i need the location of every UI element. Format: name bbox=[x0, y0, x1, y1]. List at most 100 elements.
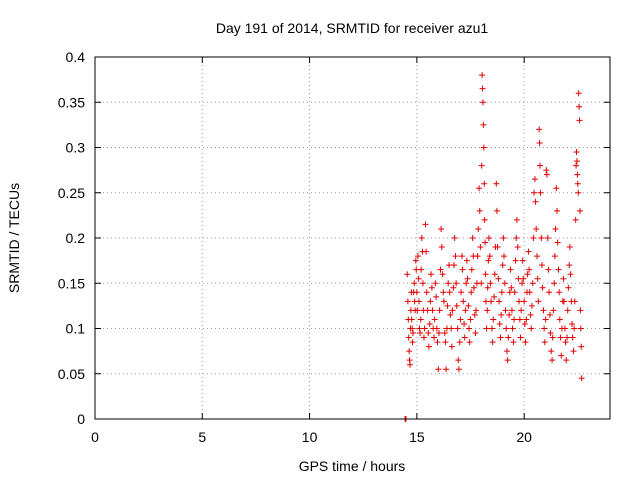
data-point bbox=[413, 289, 420, 296]
data-point bbox=[460, 298, 467, 305]
data-point bbox=[491, 271, 498, 278]
data-point bbox=[548, 348, 555, 355]
y-tick-label: 0.05 bbox=[58, 366, 85, 382]
data-point bbox=[524, 271, 531, 278]
data-point bbox=[521, 298, 528, 305]
data-point bbox=[466, 325, 473, 332]
x-tick-label: 15 bbox=[409, 429, 425, 445]
data-point bbox=[501, 280, 508, 287]
data-point bbox=[484, 307, 491, 314]
data-point bbox=[575, 90, 582, 97]
data-point bbox=[495, 275, 502, 282]
data-point bbox=[423, 248, 430, 255]
data-point bbox=[418, 266, 425, 273]
data-point bbox=[481, 180, 488, 187]
data-point bbox=[519, 257, 526, 264]
data-point bbox=[523, 316, 530, 323]
data-point bbox=[409, 339, 416, 346]
data-point bbox=[482, 239, 489, 246]
data-point bbox=[423, 289, 430, 296]
data-point bbox=[462, 307, 469, 314]
data-point bbox=[486, 253, 493, 260]
data-point bbox=[531, 189, 538, 196]
data-point bbox=[569, 320, 576, 327]
data-point bbox=[499, 262, 506, 269]
data-point bbox=[433, 293, 440, 300]
data-point bbox=[477, 244, 484, 251]
data-point bbox=[454, 325, 461, 332]
data-point bbox=[534, 253, 541, 260]
data-point bbox=[434, 339, 441, 346]
data-point bbox=[543, 171, 550, 178]
tick-labels: 0 5 10 15 20 0 0.05 0.1 0.15 0.2 0.25 0.3 0.35 0.4 bbox=[58, 49, 532, 445]
data-point bbox=[552, 225, 559, 232]
data-point bbox=[409, 325, 416, 332]
data-point bbox=[417, 330, 424, 337]
data-point bbox=[461, 334, 468, 341]
data-point bbox=[470, 284, 477, 291]
data-point bbox=[493, 180, 500, 187]
data-point bbox=[578, 343, 585, 350]
data-point bbox=[555, 266, 562, 273]
data-point bbox=[574, 171, 581, 178]
data-point bbox=[469, 235, 476, 241]
data-point bbox=[541, 325, 548, 332]
data-points bbox=[402, 72, 585, 422]
data-point bbox=[547, 330, 554, 337]
data-point bbox=[564, 334, 571, 341]
data-point bbox=[476, 185, 483, 192]
data-point bbox=[556, 289, 563, 296]
data-point bbox=[519, 280, 526, 287]
data-point bbox=[545, 266, 552, 273]
data-point bbox=[561, 325, 568, 332]
data-point bbox=[575, 189, 582, 196]
data-point bbox=[410, 330, 417, 337]
data-point bbox=[556, 316, 563, 323]
y-tick-label: 0.4 bbox=[66, 49, 86, 65]
data-point bbox=[478, 162, 485, 169]
data-point bbox=[428, 271, 435, 278]
data-point bbox=[445, 280, 452, 287]
data-point bbox=[489, 339, 496, 346]
data-point bbox=[407, 361, 414, 368]
data-point bbox=[491, 293, 498, 300]
y-tick-label: 0 bbox=[77, 411, 85, 427]
data-point bbox=[577, 325, 584, 332]
data-point bbox=[447, 311, 454, 318]
data-point bbox=[551, 253, 558, 260]
data-point bbox=[464, 275, 471, 282]
data-point bbox=[404, 271, 411, 278]
data-point bbox=[510, 339, 517, 346]
data-point bbox=[577, 307, 584, 314]
y-axis-label: SRMTID / TECUs bbox=[6, 183, 22, 293]
y-tick-label: 0.1 bbox=[66, 321, 86, 337]
data-point bbox=[463, 257, 470, 264]
data-point bbox=[471, 311, 478, 318]
data-point bbox=[458, 253, 465, 260]
data-point bbox=[508, 284, 515, 291]
data-point bbox=[546, 311, 553, 318]
data-point bbox=[479, 99, 486, 106]
data-point bbox=[512, 257, 519, 264]
data-point bbox=[453, 280, 460, 287]
data-point bbox=[481, 216, 488, 223]
data-point bbox=[573, 158, 580, 165]
data-point bbox=[443, 366, 450, 373]
data-point bbox=[502, 307, 509, 314]
x-tick-label: 5 bbox=[198, 429, 206, 445]
data-point bbox=[425, 330, 432, 337]
data-point bbox=[453, 302, 460, 309]
data-point bbox=[541, 339, 548, 346]
data-point bbox=[421, 325, 428, 332]
data-point bbox=[449, 307, 456, 314]
data-point bbox=[488, 298, 495, 305]
data-point bbox=[455, 357, 462, 364]
data-point bbox=[448, 325, 455, 332]
data-point bbox=[529, 280, 536, 287]
data-point bbox=[419, 280, 426, 287]
data-point bbox=[479, 85, 486, 92]
data-point bbox=[404, 298, 411, 305]
data-point bbox=[537, 162, 544, 169]
data-point bbox=[418, 235, 425, 241]
